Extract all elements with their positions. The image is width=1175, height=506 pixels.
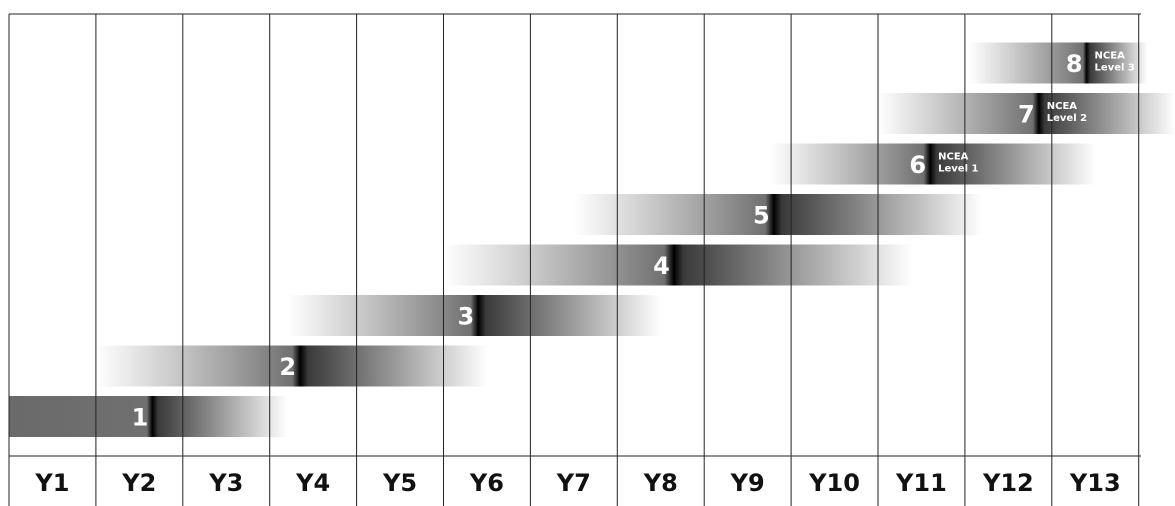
level-6-ncea-note-line-2: Level 1 <box>938 164 978 175</box>
level-2-band <box>95 345 487 387</box>
level-3-number: 3 <box>458 303 475 331</box>
year-label-y11: Y11 <box>895 469 947 497</box>
year-labels: Y1 Y2 Y3 Y4 Y5 Y6 Y7 Y8 Y9 Y10 Y11 Y12 Y13 <box>34 469 1120 497</box>
year-label-y4: Y4 <box>295 469 330 497</box>
level-4-number: 4 <box>653 252 670 280</box>
level-7-ncea-note-line-2: Level 2 <box>1047 113 1087 124</box>
level-8-band <box>969 42 1148 84</box>
level-2-number: 2 <box>279 353 296 381</box>
year-label-y3: Y3 <box>208 469 243 497</box>
year-label-y13: Y13 <box>1069 469 1121 497</box>
year-label-y12: Y12 <box>982 469 1034 497</box>
level-7-number: 7 <box>1018 101 1035 129</box>
level-6-ncea-note-line-1: NCEA <box>938 152 969 163</box>
level-7-band <box>878 93 1175 134</box>
year-label-y8: Y8 <box>643 469 678 497</box>
level-6-number: 6 <box>909 151 926 179</box>
level-5-number: 5 <box>753 202 770 230</box>
level-1-number: 1 <box>132 404 149 432</box>
level-8-ncea-note-line-1: NCEA <box>1095 51 1126 62</box>
year-label-y7: Y7 <box>556 469 591 497</box>
level-8-ncea-note-line-2: Level 3 <box>1095 63 1135 74</box>
grid-lines <box>8 13 1141 506</box>
year-label-y9: Y9 <box>730 469 765 497</box>
year-label-y10: Y10 <box>808 469 860 497</box>
level-5-band <box>573 194 983 235</box>
year-label-y5: Y5 <box>382 469 417 497</box>
year-label-y1: Y1 <box>34 469 69 497</box>
level-4-band <box>443 244 913 286</box>
level-3-band <box>287 295 661 336</box>
year-label-y2: Y2 <box>121 469 156 497</box>
level-7-ncea-note-line-1: NCEA <box>1047 101 1078 112</box>
level-6-band <box>769 143 1096 185</box>
level-bands <box>9 42 1175 437</box>
level-1-band <box>9 396 288 437</box>
year-label-y6: Y6 <box>469 469 504 497</box>
level-8-number: 8 <box>1066 50 1083 78</box>
